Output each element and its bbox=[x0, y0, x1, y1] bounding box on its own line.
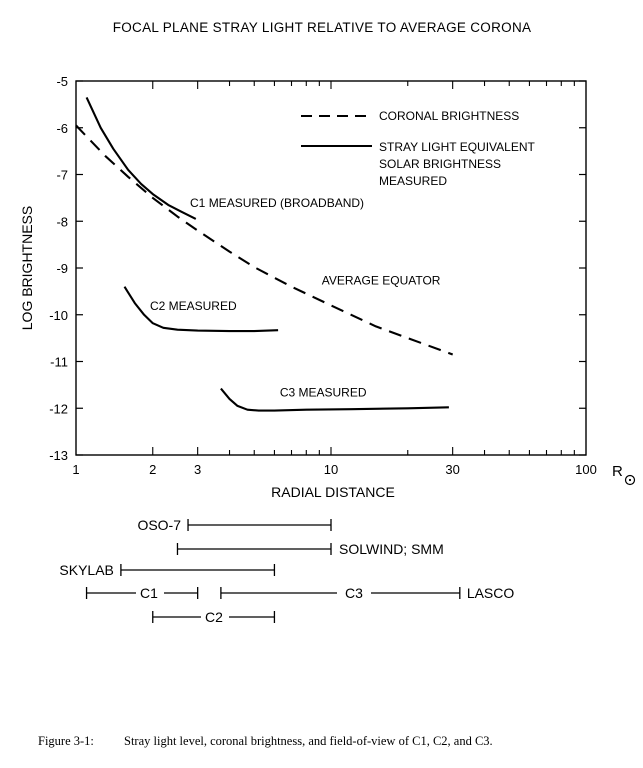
data-series bbox=[75, 96, 454, 412]
y-tick-label: -6 bbox=[56, 121, 68, 136]
fov-label-c3: C3 bbox=[345, 585, 363, 601]
x-axis-ticks: 1 2 3 10 30 100 bbox=[72, 81, 597, 477]
fov-label-skylab: SKYLAB bbox=[59, 562, 113, 578]
y-tick-label: -10 bbox=[49, 308, 68, 323]
fov-label-c2: C2 bbox=[205, 609, 223, 625]
x-unit-label: R bbox=[612, 463, 636, 486]
figure-number: Figure 3-1: bbox=[38, 734, 94, 748]
y-tick-label: -5 bbox=[56, 74, 68, 89]
series-labels: AVERAGE EQUATOR C1 MEASURED (BROADBAND) C2… bbox=[150, 196, 441, 399]
y-axis-label: LOG BRIGHTNESS bbox=[19, 206, 35, 330]
legend-stray-light-line2: SOLAR BRIGHTNESS bbox=[379, 157, 501, 171]
y-axis-ticks: -13 -12 -11 -10 -9 -8 -7 -6 -5 bbox=[49, 74, 586, 463]
series-line-2 bbox=[85, 96, 197, 220]
legend-stray-light-line1: STRAY LIGHT EQUIVALENT bbox=[379, 140, 535, 154]
y-tick-label: -7 bbox=[56, 168, 68, 183]
chart-title: FOCAL PLANE STRAY LIGHT RELATIVE TO AVER… bbox=[113, 20, 532, 35]
x-tick-label: 1 bbox=[72, 462, 79, 477]
sun-symbol-dot bbox=[628, 478, 632, 482]
x-unit-text: R bbox=[612, 463, 623, 480]
x-tick-label: 10 bbox=[324, 462, 338, 477]
y-tick-label: -13 bbox=[49, 448, 68, 463]
legend-stray-light-line3: MEASURED bbox=[379, 174, 447, 188]
series-line-4 bbox=[220, 387, 449, 412]
x-tick-label: 2 bbox=[149, 462, 156, 477]
fov-label-solwind: SOLWIND; SMM bbox=[339, 541, 444, 557]
figure-caption-text: Stray light level, coronal brightness, a… bbox=[124, 734, 493, 748]
x-tick-label: 3 bbox=[194, 462, 201, 477]
y-tick-label: -12 bbox=[49, 401, 68, 416]
series-label: C2 MEASURED bbox=[150, 299, 237, 313]
series-line-1 bbox=[75, 124, 454, 356]
legend: CORONAL BRIGHTNESS STRAY LIGHT EQUIVALEN… bbox=[301, 109, 535, 188]
series-line-3 bbox=[123, 286, 279, 333]
x-tick-label: 30 bbox=[445, 462, 459, 477]
sun-symbol-icon bbox=[624, 474, 636, 486]
figure: FOCAL PLANE STRAY LIGHT RELATIVE TO AVER… bbox=[19, 20, 636, 625]
y-tick-label: -9 bbox=[56, 261, 68, 276]
series-label: C1 MEASURED (BROADBAND) bbox=[190, 196, 364, 210]
fov-label-lasco: LASCO bbox=[467, 585, 515, 601]
field-of-view-ranges: OSO-7 SOLWIND; SMM SKYLAB C1 C3 LASCO C2 bbox=[59, 517, 514, 625]
x-axis-label: RADIAL DISTANCE bbox=[271, 484, 395, 500]
x-tick-label: 100 bbox=[575, 462, 597, 477]
fov-label-c1: C1 bbox=[140, 585, 158, 601]
series-label: AVERAGE EQUATOR bbox=[322, 273, 441, 287]
legend-coronal-brightness: CORONAL BRIGHTNESS bbox=[379, 109, 519, 123]
y-tick-label: -8 bbox=[56, 214, 68, 229]
fov-label-oso7: OSO-7 bbox=[137, 517, 181, 533]
series-label: C3 MEASURED bbox=[280, 386, 367, 400]
figure-caption: Figure 3-1: Stray light level, coronal br… bbox=[38, 734, 493, 749]
y-tick-label: -11 bbox=[50, 355, 68, 370]
